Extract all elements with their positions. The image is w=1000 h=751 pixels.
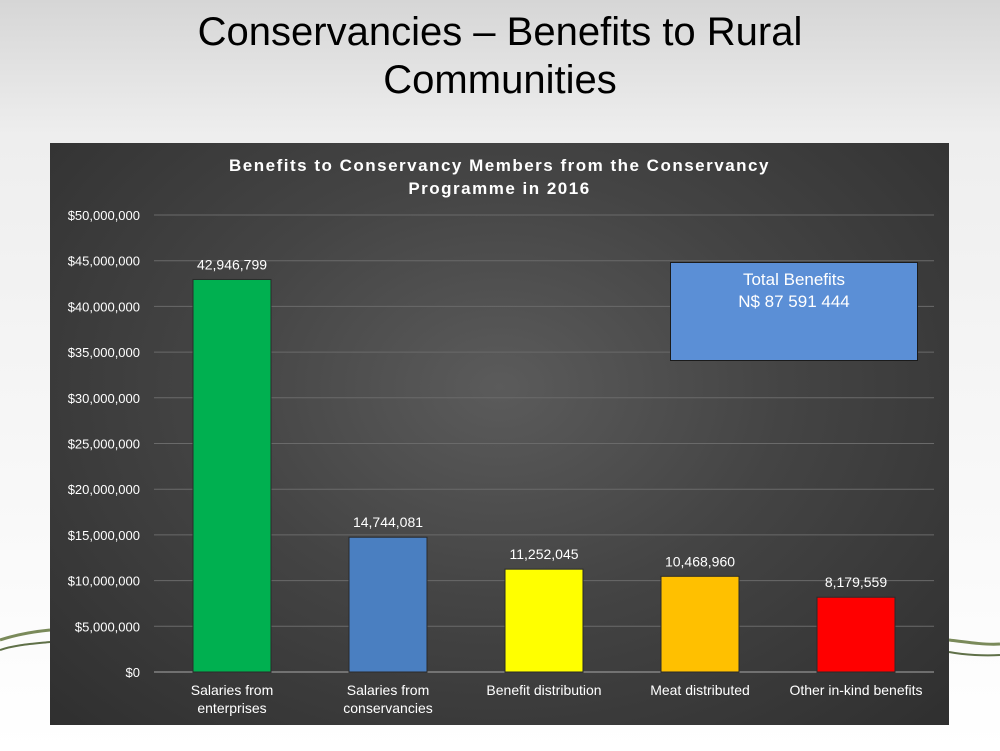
chart-title: Benefits to Conservancy Members from the… (50, 154, 949, 200)
y-tick-label: $30,000,000 (68, 391, 140, 406)
bar-chart: $0 $5,000,000 $10,000,000 $15,000,000 $20,00… (68, 208, 934, 716)
y-tick-label: $25,000,000 (68, 437, 140, 452)
y-tick-label: $45,000,000 (68, 254, 140, 269)
y-tick-label: $0 (126, 665, 140, 680)
y-tick-label: $35,000,000 (68, 345, 140, 360)
bar (816, 596, 896, 673)
y-tick-label: $5,000,000 (75, 619, 140, 634)
y-tick-label: $40,000,000 (68, 299, 140, 314)
bar (660, 575, 740, 673)
total-benefits-box: Total Benefits N$ 87 591 444 (670, 262, 918, 361)
y-tick-label: $15,000,000 (68, 528, 140, 543)
chart-panel: $0 $5,000,000 $10,000,000 $15,000,000 $20,00… (50, 143, 949, 725)
data-label: 10,468,960 (665, 553, 735, 569)
x-tick-label: Salaries from (191, 682, 273, 698)
total-benefits-label: Total Benefits (742, 270, 846, 289)
y-tick-label: $10,000,000 (68, 574, 140, 589)
data-label: 42,946,799 (197, 256, 267, 272)
data-label: 14,744,081 (353, 514, 423, 530)
chart-title-line-1: Benefits to Conservancy Members from the… (229, 156, 770, 175)
bar (192, 278, 272, 673)
x-tick-label: conservancies (343, 700, 433, 716)
data-label: 8,179,559 (825, 574, 887, 590)
x-tick-label: Meat distributed (650, 682, 750, 698)
x-tick-label: Other in-kind benefits (789, 682, 922, 698)
x-tick-label: enterprises (197, 700, 266, 716)
bar (504, 568, 584, 673)
chart-title-line-2: Programme in 2016 (408, 179, 591, 198)
slide-title-line-2: Communities (383, 58, 617, 102)
x-tick-label: Benefit distribution (486, 682, 601, 698)
slide-title-line-1: Conservancies – Benefits to Rural (197, 10, 803, 54)
bar (348, 536, 428, 673)
y-tick-label: $50,000,000 (68, 208, 140, 223)
x-tick-label: Salaries from (347, 682, 429, 698)
slide-title: Conservancies – Benefits to Rural Commun… (0, 8, 1000, 104)
data-label: 11,252,045 (509, 546, 578, 562)
y-tick-label: $20,000,000 (68, 482, 140, 497)
total-benefits-value: N$ 87 591 444 (738, 292, 850, 311)
